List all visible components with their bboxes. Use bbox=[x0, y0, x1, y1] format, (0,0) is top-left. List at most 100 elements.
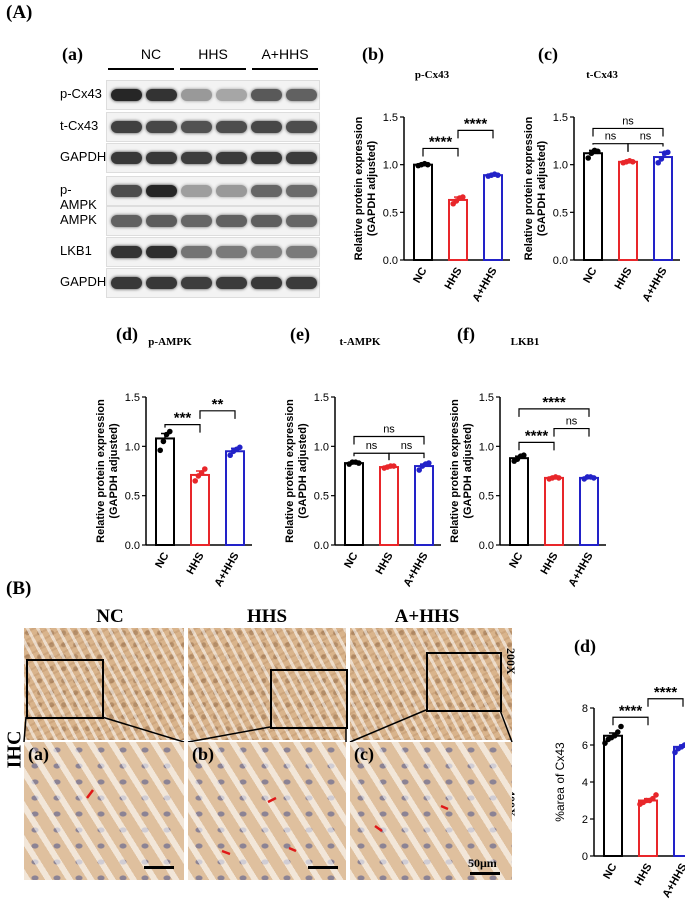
blot-band bbox=[181, 277, 212, 289]
data-point bbox=[672, 749, 678, 756]
y-tick-label: 0.5 bbox=[314, 491, 329, 503]
blot-band bbox=[216, 277, 247, 289]
arrow-marker bbox=[267, 796, 277, 804]
y-tick-label: 0.5 bbox=[383, 207, 398, 219]
data-point bbox=[618, 723, 624, 730]
significance-label: ns bbox=[566, 416, 578, 428]
blot-band bbox=[251, 121, 282, 133]
panel-label-e: (e) bbox=[290, 324, 310, 344]
blot-band bbox=[111, 89, 142, 101]
y-tick-label: 4 bbox=[582, 777, 588, 789]
significance-bracket bbox=[388, 452, 425, 461]
y-axis-label-units: (GAPDH adjusted) bbox=[297, 423, 309, 519]
data-point bbox=[521, 452, 527, 459]
zoom-box-nc bbox=[26, 659, 104, 719]
blot-band bbox=[181, 152, 212, 164]
chart-title: LKB1 bbox=[511, 336, 540, 348]
panel-label-f: (f) bbox=[457, 324, 475, 344]
blot-strip bbox=[106, 206, 320, 236]
blot-row-label: AMPK bbox=[60, 212, 97, 227]
significance-label: **** bbox=[464, 115, 488, 132]
data-point bbox=[416, 467, 423, 473]
y-tick-label: 0.0 bbox=[125, 540, 140, 552]
significance-label: **** bbox=[542, 394, 566, 411]
significance-label: ns bbox=[383, 423, 395, 435]
arrow-marker bbox=[288, 846, 297, 853]
blot-band bbox=[181, 215, 212, 227]
blot-group-hhs: HHS bbox=[198, 46, 228, 62]
significance-bracket bbox=[592, 127, 664, 137]
y-tick-label: 1.5 bbox=[479, 392, 494, 404]
y-axis-label-units: (GAPDH adjusted) bbox=[536, 140, 548, 236]
chart-title: p-Cx43 bbox=[415, 69, 450, 81]
data-point bbox=[356, 460, 362, 466]
data-point bbox=[425, 161, 431, 168]
data-point bbox=[237, 444, 243, 451]
data-point bbox=[391, 463, 397, 469]
ihc-high-ahhs bbox=[350, 742, 512, 880]
data-point bbox=[650, 795, 656, 802]
blot-row-label: LKB1 bbox=[60, 243, 92, 258]
blot-group-line-nc bbox=[108, 68, 174, 70]
significance-label: ns bbox=[640, 131, 652, 143]
y-tick-label: 1.0 bbox=[314, 441, 329, 453]
blot-strip bbox=[106, 112, 320, 142]
blot-band bbox=[111, 246, 142, 258]
ihc-label-b: (b) bbox=[192, 744, 214, 764]
y-tick-label: 0.5 bbox=[125, 491, 140, 503]
blot-band bbox=[146, 121, 177, 133]
y-tick-label: 6 bbox=[582, 740, 588, 752]
data-point bbox=[227, 452, 233, 459]
significance-bracket bbox=[164, 424, 201, 433]
y-tick-label: 1.0 bbox=[479, 441, 494, 453]
ihc-group-ahhs: A+HHS bbox=[394, 606, 460, 627]
blot-band bbox=[286, 215, 317, 227]
panel-label-c: (c) bbox=[538, 44, 558, 64]
blot-band bbox=[146, 152, 177, 164]
blot-band bbox=[146, 277, 177, 289]
significance-label: ** bbox=[212, 396, 224, 413]
blot-band bbox=[286, 185, 317, 197]
blot-band bbox=[146, 89, 177, 101]
data-point bbox=[630, 159, 636, 165]
y-tick-label: 8 bbox=[582, 703, 588, 715]
data-point bbox=[655, 159, 661, 166]
blot-band bbox=[286, 152, 317, 164]
blot-band bbox=[111, 277, 142, 289]
blot-band bbox=[286, 121, 317, 133]
significance-label: ns bbox=[622, 115, 634, 127]
blot-band bbox=[251, 246, 282, 258]
panel-label-Bd: (d) bbox=[574, 636, 596, 656]
y-tick-label: 0.5 bbox=[479, 491, 494, 503]
y-axis-label-units: (GAPDH adjusted) bbox=[108, 423, 120, 519]
y-axis-label: %area of Cx43 bbox=[553, 742, 567, 822]
data-point bbox=[665, 149, 671, 156]
blot-band bbox=[111, 121, 142, 133]
blot-band bbox=[216, 246, 247, 258]
significance-label: **** bbox=[654, 684, 678, 701]
data-point bbox=[615, 729, 621, 735]
data-point bbox=[198, 470, 205, 476]
blot-band bbox=[111, 185, 142, 197]
y-tick-label: 0.0 bbox=[553, 255, 568, 267]
scale-bar-label: 50μm bbox=[468, 856, 497, 870]
ihc-high-hhs bbox=[188, 742, 346, 880]
significance-bracket bbox=[553, 427, 590, 437]
blot-group-nc: NC bbox=[140, 46, 162, 62]
chart-title: p-AMPK bbox=[148, 336, 192, 348]
ihc-label-c: (c) bbox=[354, 744, 374, 764]
data-point bbox=[681, 742, 685, 748]
blot-band bbox=[111, 152, 142, 164]
blot-strip bbox=[106, 268, 320, 298]
blot-strip bbox=[106, 143, 320, 173]
ihc-group-nc: NC bbox=[96, 606, 124, 627]
blot-band bbox=[111, 215, 142, 227]
blot-band bbox=[216, 89, 247, 101]
arrow-marker bbox=[221, 849, 231, 856]
y-tick-label: 1.0 bbox=[383, 160, 398, 172]
y-tick-label: 0 bbox=[582, 851, 588, 863]
blot-band bbox=[251, 215, 282, 227]
blot-band bbox=[251, 277, 282, 289]
blot-band bbox=[286, 89, 317, 101]
